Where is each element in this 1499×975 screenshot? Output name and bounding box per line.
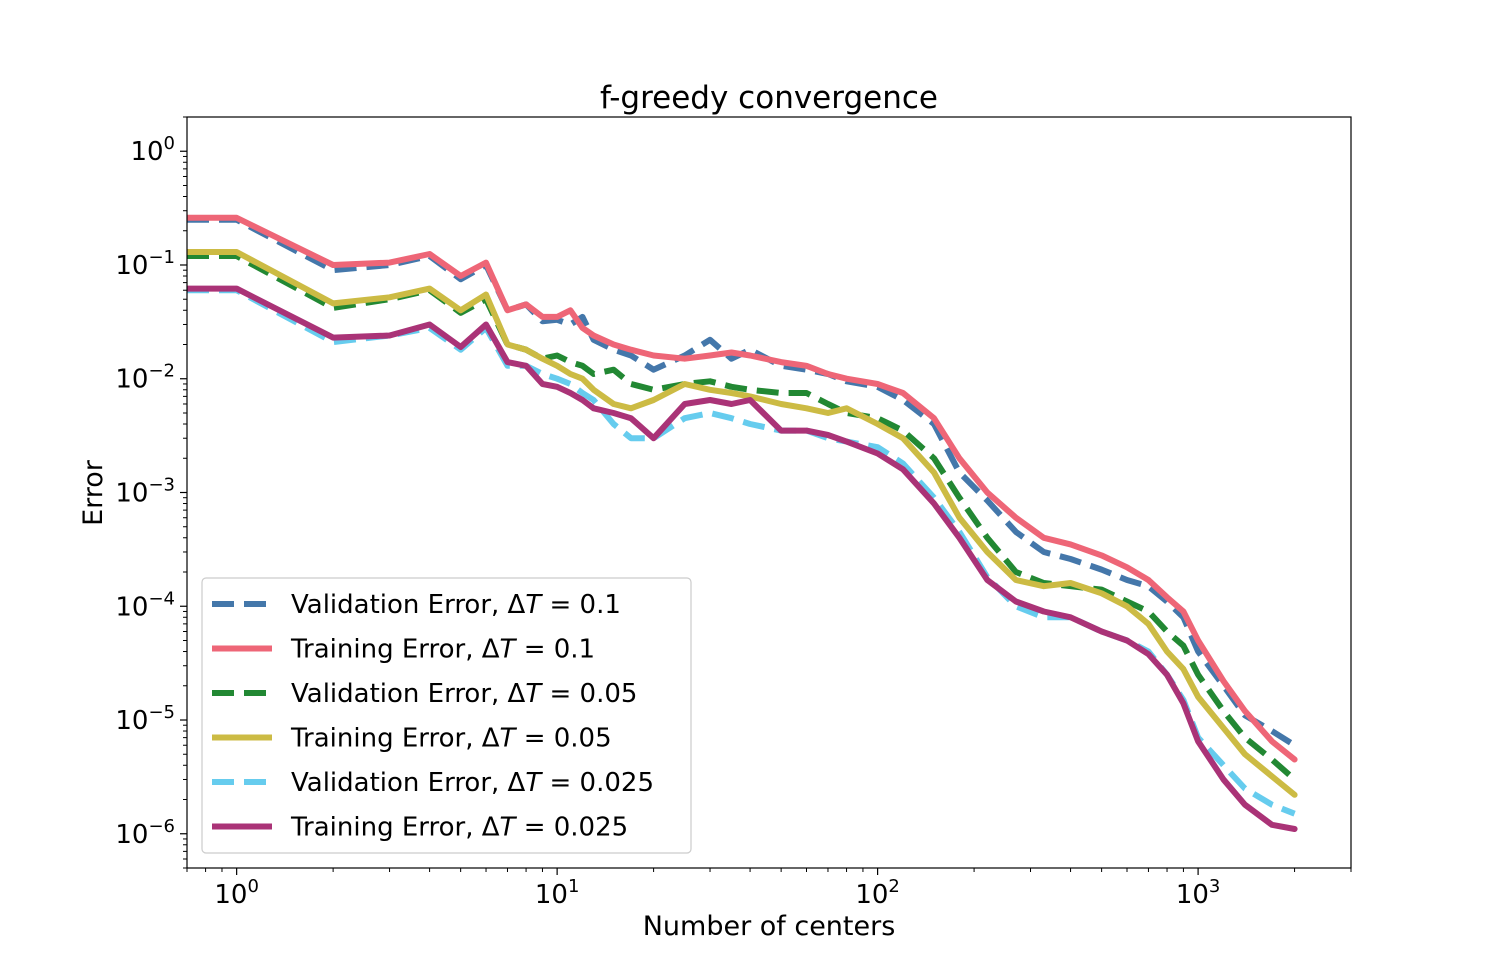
series-layer — [187, 214, 1298, 832]
plot-frame — [186, 116, 1352, 869]
legend-label: Training Error, ΔT = 0.1 — [290, 635, 595, 665]
legend-label: Training Error, ΔT = 0.05 — [290, 724, 612, 754]
x-tick-label: 102 — [855, 876, 900, 910]
legend-label: Validation Error, ΔT = 0.025 — [291, 768, 654, 798]
series-line-3 — [187, 249, 1298, 798]
chart-title: f-greedy convergence — [600, 80, 938, 116]
legend: Validation Error, ΔT = 0.1 Training Error… — [201, 577, 692, 854]
y-tick-label: 10−4 — [115, 588, 175, 622]
legend-label: Validation Error, ΔT = 0.1 — [291, 590, 621, 620]
x-axis-label: Number of centers — [643, 911, 896, 942]
legend-label: Training Error, ΔT = 0.025 — [290, 813, 628, 843]
x-tick-label: 100 — [214, 876, 259, 910]
y-axis-label: Error — [78, 459, 109, 526]
x-tick-label: 101 — [535, 876, 580, 910]
y-tick-label: 100 — [130, 133, 175, 167]
y-tick-label: 10−6 — [115, 816, 175, 850]
series-line-5 — [187, 285, 1298, 832]
ticks-layer: 100 101 102 103 100 10−1 10−2 10−3 10−4 10−5 10−6 — [115, 116, 1352, 910]
legend-label: Validation Error, ΔT = 0.05 — [291, 679, 637, 709]
legend-frame — [201, 577, 692, 854]
y-tick-label: 10−3 — [115, 475, 175, 509]
series-line-1 — [187, 214, 1298, 763]
x-tick-label: 103 — [1176, 876, 1221, 910]
y-tick-label: 10−5 — [115, 702, 175, 736]
y-tick-label: 10−1 — [115, 247, 175, 281]
y-tick-label: 10−2 — [115, 361, 175, 395]
